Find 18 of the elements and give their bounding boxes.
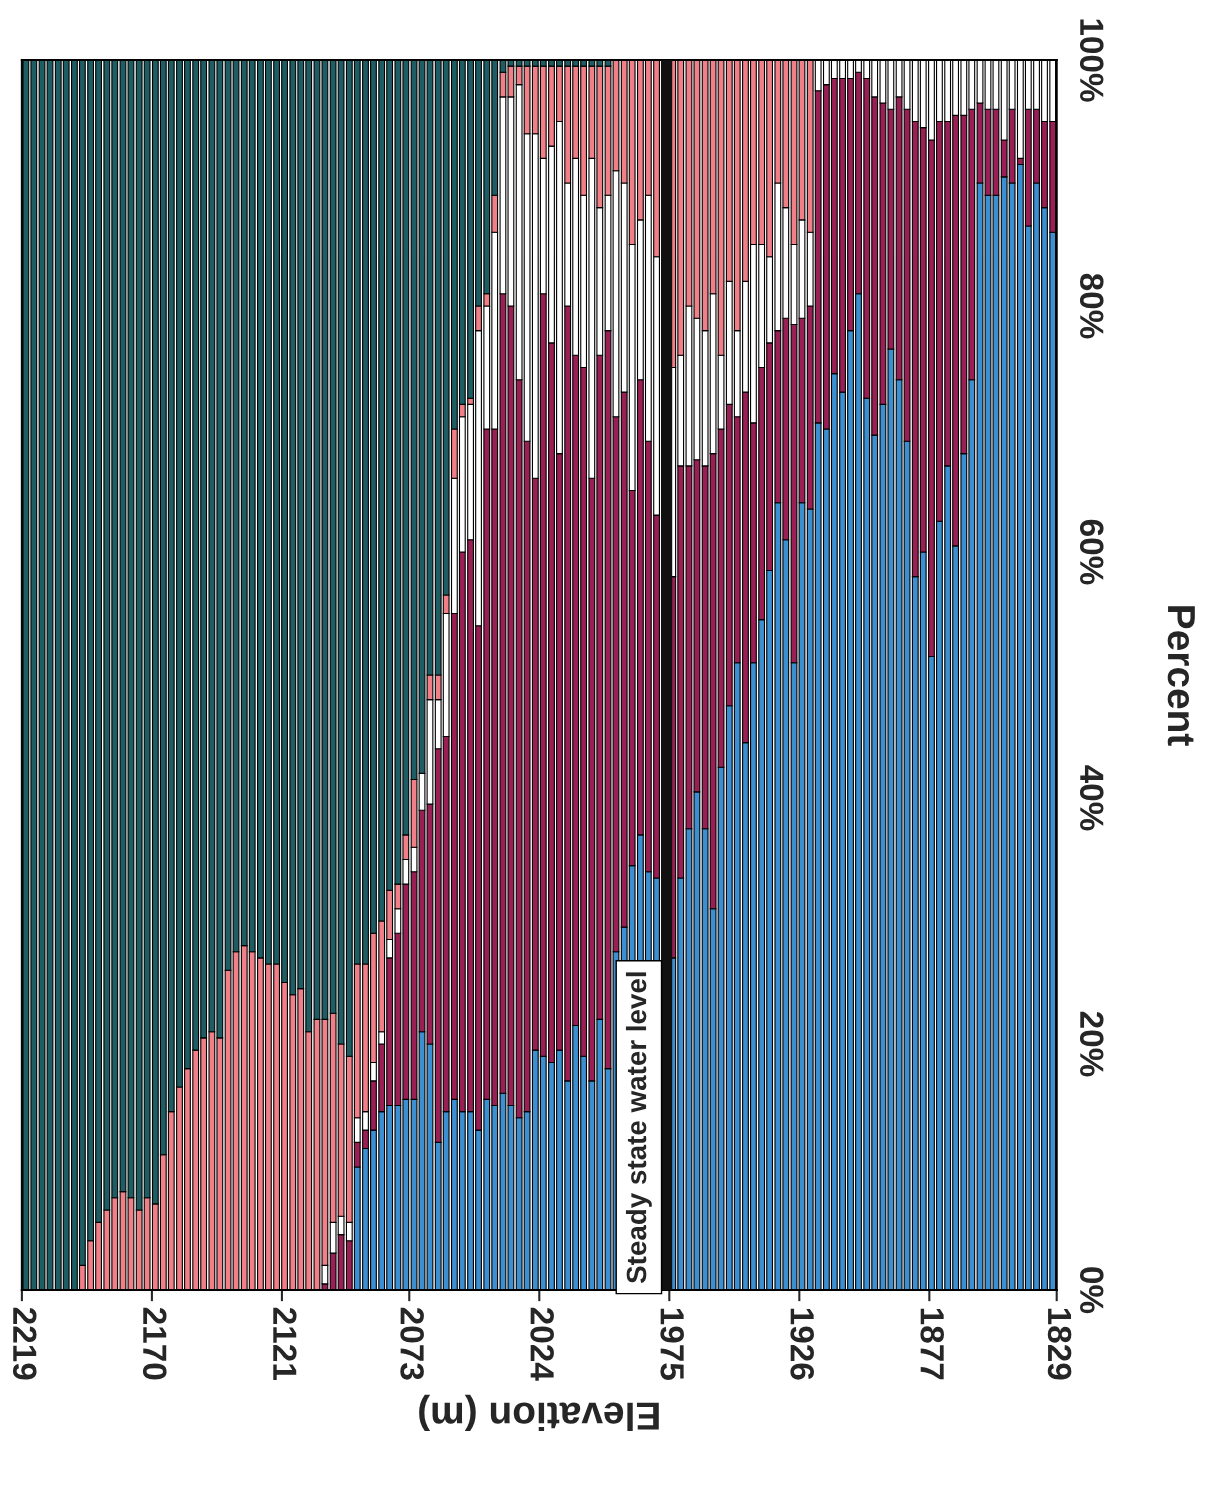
- x-axis-title: Elevation (m): [419, 1394, 659, 1431]
- y-axis-title: Percent: [1167, 606, 1195, 746]
- x-tick-label: 2024: [530, 1307, 554, 1381]
- x-tick-label: 2121: [273, 1307, 297, 1380]
- y-tick-label: 0%: [1079, 1267, 1104, 1314]
- ref-line-label: Steady state water level: [625, 972, 652, 1284]
- y-tick-label: 40%: [1079, 765, 1104, 831]
- x-tick-label: 1926: [790, 1308, 814, 1380]
- y-tick-label: 100%: [1079, 19, 1104, 102]
- x-tick-label: 1829: [1047, 1308, 1072, 1380]
- y-tick-label: 80%: [1079, 273, 1104, 339]
- x-tick-label: 1877: [920, 1308, 944, 1380]
- y-tick-label: 20%: [1079, 1011, 1104, 1077]
- x-tick-label: 1975: [660, 1308, 684, 1380]
- x-tick-label: 2073: [400, 1307, 424, 1380]
- x-tick-label: 2219: [12, 1307, 37, 1380]
- x-tick-label: 2170: [142, 1307, 167, 1380]
- y-tick-label: 60%: [1079, 519, 1104, 585]
